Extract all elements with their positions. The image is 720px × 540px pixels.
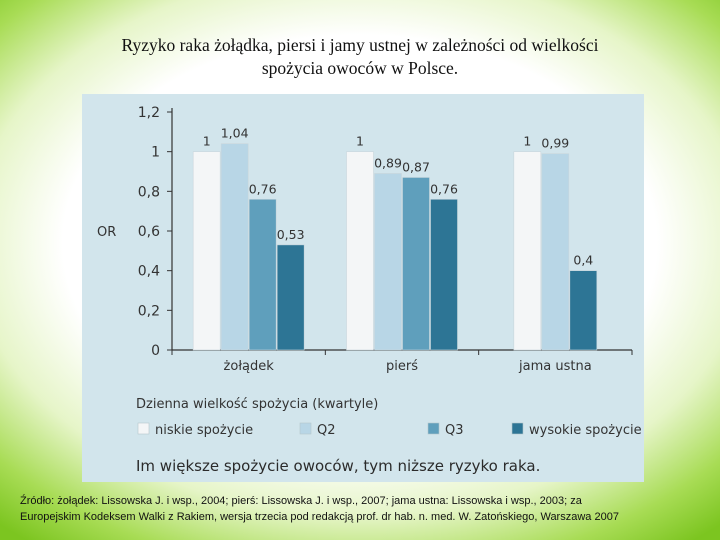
bar-value-label: 0,87: [402, 159, 430, 174]
source-note-line-2: Europejskim Kodeksem Walki z Rakiem, wer…: [20, 511, 619, 523]
bar-value-label: 1,04: [221, 126, 249, 141]
y-tick-label: 1,2: [138, 105, 160, 121]
y-axis-label: OR: [97, 225, 116, 240]
legend-swatch: [137, 422, 150, 435]
bar-value-label: 0,89: [374, 155, 402, 170]
bar-value-label: 1: [523, 134, 531, 149]
bar-value-label: 0,76: [249, 181, 277, 196]
bar: [430, 198, 458, 351]
legend-swatch: [511, 422, 524, 435]
legend-label: wysokie spożycie: [529, 423, 642, 438]
y-tick-label: 0,4: [138, 264, 160, 280]
bar: [402, 177, 430, 351]
source-note: Źródło: żołądek: Lissowska J. i wsp., 20…: [20, 493, 705, 525]
legend-title: Dzienna wielkość spożycia (kwartyle): [136, 397, 378, 412]
bar: [192, 151, 221, 351]
bar-value-label: 1: [203, 134, 211, 149]
legend-label: niskie spożycie: [155, 423, 253, 438]
bar: [248, 198, 277, 351]
bar: [541, 153, 570, 351]
bar: [220, 143, 249, 351]
bar: [374, 173, 402, 351]
y-tick-label: 1: [151, 145, 160, 161]
page-title-line-2: spożycia owoców w Polsce.: [261, 58, 459, 78]
bar: [276, 244, 305, 351]
legend-swatch: [427, 422, 440, 435]
bar-value-label: 0,53: [277, 227, 305, 242]
bar-chart: 0 0,2 0,4 0,6 0,8 1 1,2 OR 1 1,04 0,76 0,53 żołądek 1…: [97, 105, 642, 475]
bar-value-label: 0,76: [430, 181, 458, 196]
chart-caption: Im większe spożycie owoców, tym niższe r…: [136, 457, 540, 475]
y-tick-label: 0: [151, 343, 160, 359]
y-tick-label: 0,8: [138, 184, 160, 200]
page-title-line-1: Ryzyko raka żołądka, piersi i jamy ustne…: [121, 35, 599, 55]
page-title: Ryzyko raka żołądka, piersi i jamy ustne…: [40, 34, 680, 80]
source-note-line-1: Źródło: żołądek: Lissowska J. i wsp., 20…: [20, 495, 582, 507]
y-tick-label: 0,2: [138, 303, 160, 319]
x-category-label: pierś: [386, 359, 418, 374]
bar: [513, 151, 542, 351]
y-tick-label: 0,6: [138, 224, 160, 240]
legend-label: Q2: [317, 423, 336, 438]
x-category-label: jama ustna: [518, 359, 592, 374]
bar: [569, 270, 598, 351]
bar: [346, 151, 374, 351]
legend-swatch: [299, 422, 312, 435]
x-category-label: żołądek: [224, 359, 275, 374]
bar-value-label: 0,4: [573, 253, 593, 268]
legend-label: Q3: [445, 423, 464, 438]
chart-figure-panel: 0 0,2 0,4 0,6 0,8 1 1,2 OR 1 1,04 0,76 0,53 żołądek 1…: [82, 94, 644, 482]
bar-value-label: 1: [356, 134, 364, 149]
bar-value-label: 0,99: [541, 136, 569, 151]
